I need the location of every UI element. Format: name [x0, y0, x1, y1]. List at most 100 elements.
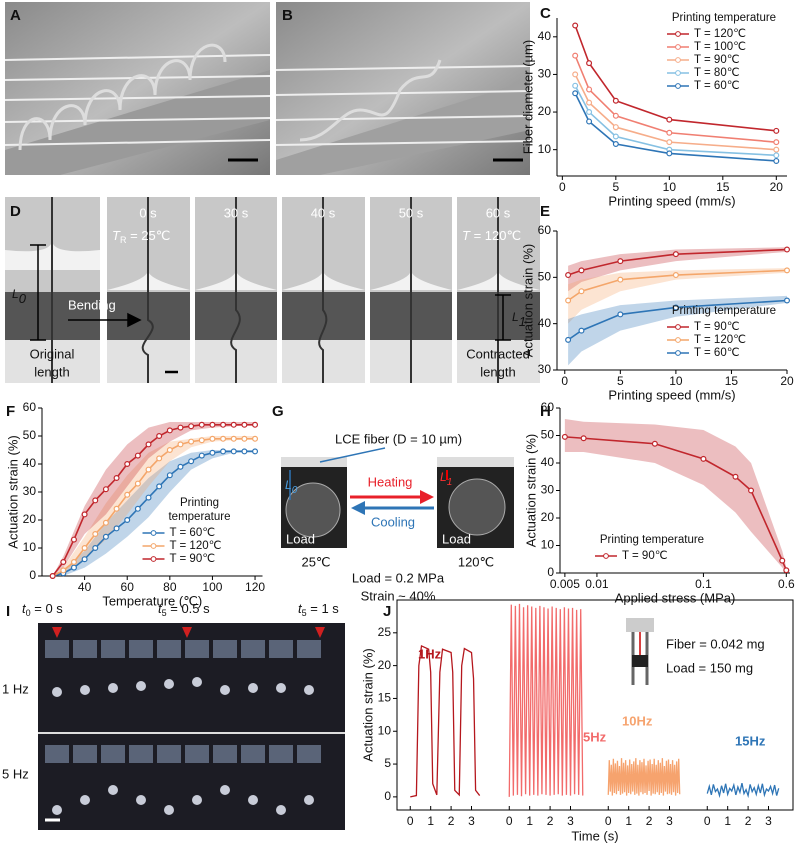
legend-label: T = 80℃ — [694, 67, 740, 79]
caption: Contracted — [466, 346, 530, 361]
point — [166, 447, 173, 454]
x-tick-label: 0 — [704, 814, 711, 828]
y-tick-label: 40 — [538, 29, 552, 43]
x-tick-label: 80 — [163, 580, 177, 594]
point — [748, 487, 755, 494]
point — [198, 437, 205, 444]
point — [209, 449, 216, 456]
legend-marker — [150, 543, 157, 549]
cooling-label: Cooling — [371, 514, 415, 529]
time-label: t0 = 0 s — [22, 601, 63, 618]
caption: Original — [30, 346, 75, 361]
point — [156, 483, 163, 490]
y-tick-label: 30 — [23, 484, 37, 498]
y-tick-label: 40 — [23, 456, 37, 470]
var: t — [22, 601, 27, 616]
point — [145, 466, 152, 473]
x-tick-label: 100 — [202, 580, 222, 594]
rest: = 1 s — [307, 601, 340, 616]
point — [672, 251, 679, 258]
band — [564, 419, 787, 573]
point — [773, 157, 780, 164]
note: Fiber = 0.042 mg — [666, 636, 765, 651]
y-tick-label: 5 — [384, 756, 391, 770]
temp-label: 120℃ — [458, 554, 494, 569]
point — [81, 511, 88, 518]
x-tick-label: 0.005 — [550, 577, 580, 591]
rest: = 0 s — [31, 601, 64, 616]
point — [241, 421, 248, 428]
point — [779, 557, 786, 564]
point — [60, 558, 67, 565]
y-tick-label: 60 — [541, 400, 555, 414]
time-label: t5 = 1 s — [298, 601, 339, 618]
y-tick-label: 30 — [541, 483, 555, 497]
point — [252, 421, 259, 428]
point — [580, 435, 587, 442]
sub: 0 — [19, 291, 27, 306]
legend-marker — [675, 350, 681, 356]
point — [241, 435, 248, 442]
point — [102, 533, 109, 540]
legend-label: T = 90℃ — [694, 321, 740, 333]
point — [230, 435, 237, 442]
point — [81, 556, 88, 563]
x-tick-label: 15 — [716, 180, 730, 194]
point — [166, 472, 173, 479]
point — [92, 544, 99, 551]
time-label: 50 s — [399, 205, 424, 220]
load-label: Load — [442, 531, 471, 546]
y-tick-label: 50 — [23, 428, 37, 442]
temp-label: T = 120℃ — [462, 228, 521, 243]
point — [773, 139, 780, 146]
y-tick-label: 50 — [538, 270, 552, 284]
rest: = 25℃ — [126, 228, 170, 243]
point — [572, 71, 579, 78]
frame — [396, 599, 794, 811]
legend-marker — [675, 337, 681, 343]
x-tick-label: 1 — [724, 814, 731, 828]
rest: = 120℃ — [470, 228, 521, 243]
x-tick-label: 2 — [547, 814, 554, 828]
panel-letter: D — [10, 203, 21, 220]
y-tick-label: 50 — [541, 428, 555, 442]
load-note: Load = 0.2 MPa — [352, 570, 445, 585]
var: L — [512, 310, 519, 324]
line — [607, 758, 681, 796]
point — [188, 458, 195, 465]
panel-letter: G — [272, 403, 284, 420]
line — [706, 782, 780, 799]
point — [617, 311, 624, 318]
sub: 5 — [302, 608, 307, 618]
line — [410, 644, 481, 798]
x-tick-label: 0.6 — [778, 577, 795, 591]
point — [561, 433, 568, 440]
x-axis-label: Printing speed (mm/s) — [608, 193, 735, 208]
device-icon — [626, 618, 654, 685]
photo-a — [4, 2, 271, 175]
x-tick-label: 0.01 — [585, 577, 609, 591]
point — [773, 127, 780, 134]
x-tick-label: 0 — [407, 814, 414, 828]
point — [783, 246, 790, 253]
point — [572, 90, 579, 97]
y-tick-label: 0 — [29, 568, 36, 582]
x-tick-label: 0 — [605, 814, 612, 828]
y-axis-label: Actuation strain (%) — [523, 434, 538, 547]
legend-label: T = 120℃ — [694, 334, 746, 346]
point — [70, 536, 77, 543]
point — [572, 22, 579, 29]
y-tick-label: 15 — [378, 691, 392, 705]
legend-marker — [675, 70, 681, 76]
legend-label: T = 90℃ — [694, 54, 740, 66]
legend-label: T = 60℃ — [694, 80, 740, 92]
point — [70, 558, 77, 565]
point — [241, 448, 248, 455]
point — [666, 150, 673, 157]
y-axis-label: Fiber diameter (µm) — [520, 40, 535, 154]
var: T — [462, 228, 471, 243]
x-tick-label: 1 — [526, 814, 533, 828]
photo-i — [38, 623, 345, 830]
x-axis-label: Printing speed (mm/s) — [608, 387, 735, 402]
y-tick-label: 10 — [541, 538, 555, 552]
